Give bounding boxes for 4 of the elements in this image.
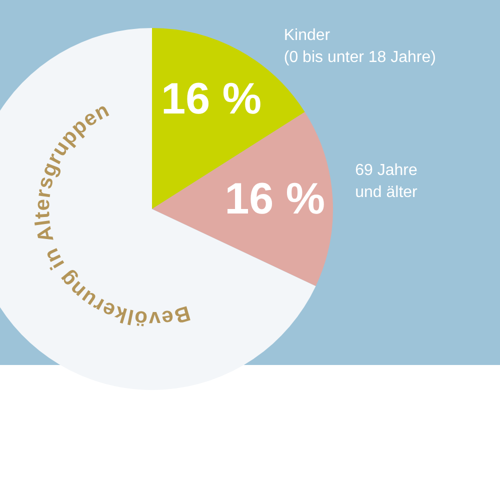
slice-label: 69 Jahre und älter — [355, 162, 418, 201]
slice-label: Kinder (0 bis unter 18 Jahre) — [284, 26, 436, 66]
data-label: 16 % — [161, 74, 262, 124]
data-label: 16 % — [224, 174, 325, 224]
